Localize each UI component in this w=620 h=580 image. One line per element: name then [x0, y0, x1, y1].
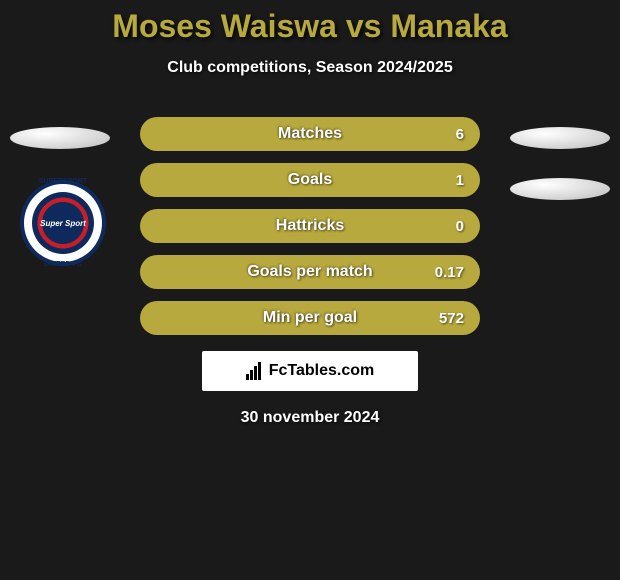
- stat-row: Min per goal 572: [140, 301, 480, 335]
- club-avatar-right: [510, 178, 610, 200]
- stat-label: Goals: [288, 171, 332, 189]
- stat-value: 1: [456, 172, 464, 189]
- stat-value: 0.17: [435, 264, 464, 281]
- date-label: 30 november 2024: [0, 409, 620, 427]
- club-badge-center-text: Super Sport: [40, 219, 86, 228]
- stat-row: Goals 1: [140, 163, 480, 197]
- stat-label: Min per goal: [263, 309, 357, 327]
- page-title: Moses Waiswa vs Manaka: [0, 8, 620, 45]
- stat-label: Goals per match: [247, 263, 372, 281]
- club-badge-bottom-text: UNITED FC: [23, 261, 103, 268]
- stats-list: Matches 6 Goals 1 Hattricks 0 Goals per …: [140, 117, 480, 335]
- stat-label: Matches: [278, 125, 342, 143]
- stat-row: Hattricks 0: [140, 209, 480, 243]
- player-avatar-left: [10, 127, 110, 149]
- stat-row: Matches 6: [140, 117, 480, 151]
- stat-label: Hattricks: [276, 217, 344, 235]
- bar-chart-icon: [246, 362, 261, 380]
- comparison-infographic: Moses Waiswa vs Manaka Club competitions…: [0, 0, 620, 580]
- stat-value: 572: [439, 310, 464, 327]
- player-avatar-right: [510, 127, 610, 149]
- subtitle: Club competitions, Season 2024/2025: [0, 59, 620, 77]
- club-badge-top-text: SUPERSPORT: [23, 178, 103, 185]
- stat-row: Goals per match 0.17: [140, 255, 480, 289]
- source-label: FcTables.com: [269, 362, 375, 380]
- stat-value: 0: [456, 218, 464, 235]
- club-badge-left: SUPERSPORT Super Sport UNITED FC: [20, 180, 106, 266]
- source-badge: FcTables.com: [202, 351, 418, 391]
- stat-value: 6: [456, 126, 464, 143]
